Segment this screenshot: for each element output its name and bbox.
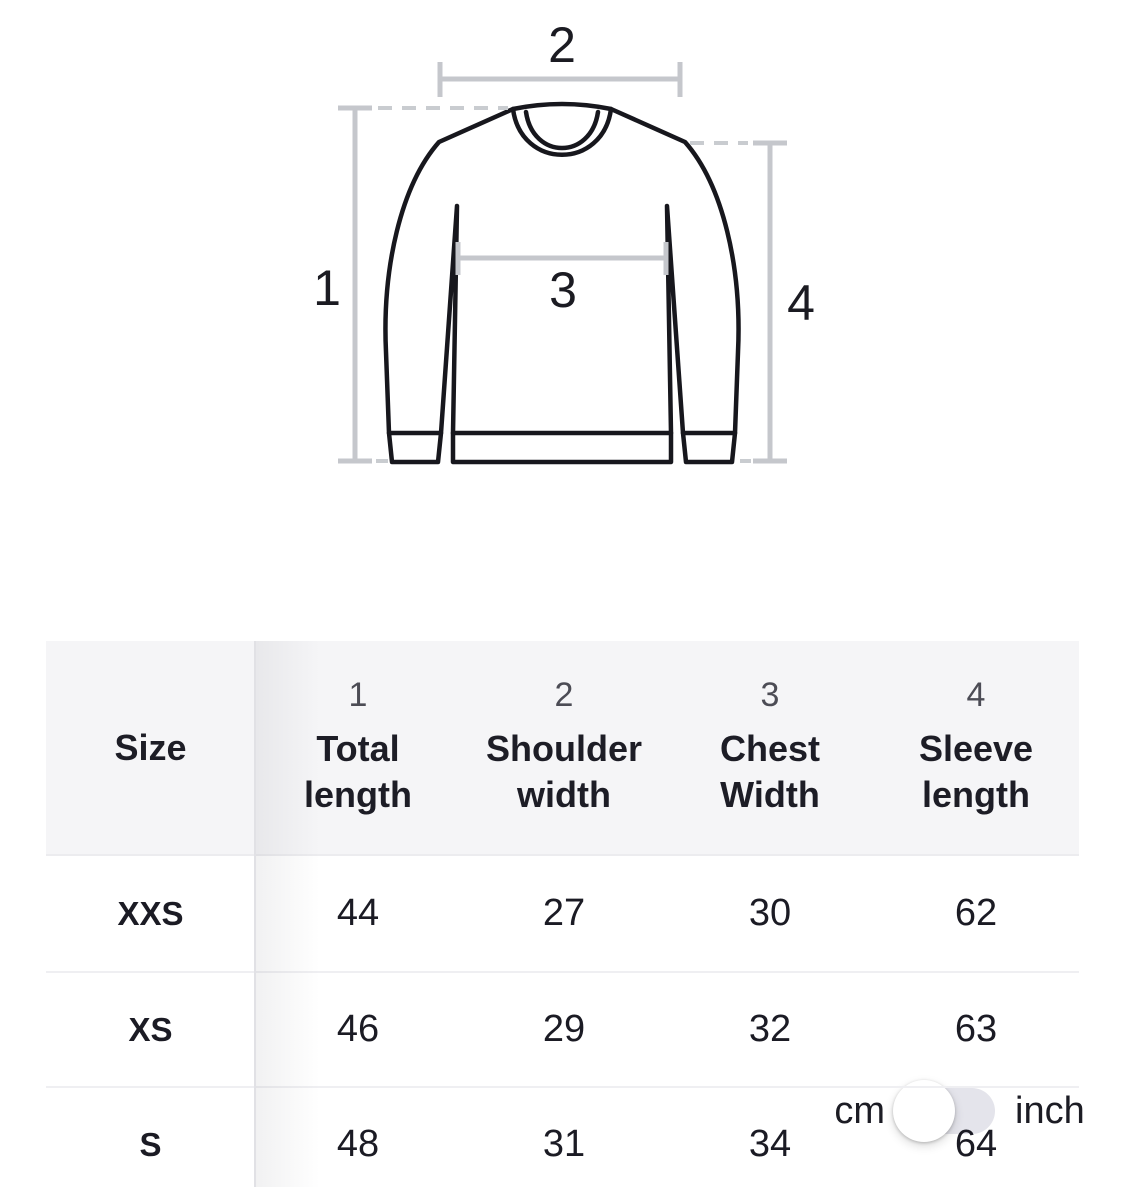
garment-measurement-diagram: 2 1 3 4 <box>0 0 1125 520</box>
size-cell: XXS <box>117 894 184 932</box>
column-label: Chest Width <box>719 727 821 815</box>
value-cell: 27 <box>542 892 586 934</box>
value-cell: 46 <box>336 1008 380 1050</box>
value-cell: 32 <box>748 1008 792 1050</box>
column-header-chest-width: 3 Chest Width <box>667 678 873 818</box>
column-header-sleeve-length: 4 Sleeve length <box>873 678 1079 818</box>
value-cell: 29 <box>542 1008 586 1050</box>
inch-label: inch <box>1015 1090 1085 1132</box>
measurement-bars <box>338 62 787 464</box>
size-table-scroll-area[interactable]: Size 1 Total length 2 Shoulder width 3 C… <box>46 641 1079 1187</box>
toggle-knob[interactable] <box>893 1080 955 1142</box>
size-column-header: Size <box>114 726 187 768</box>
size-cell: S <box>139 1125 162 1163</box>
collar-inner-line <box>523 109 601 151</box>
sweater-outline <box>383 101 741 465</box>
size-cell: XS <box>128 1010 173 1048</box>
column-label: Shoulder width <box>485 727 642 815</box>
table-row-xxs: XXS 44 27 30 62 <box>46 856 1079 971</box>
column-header-total-length: 1 Total length <box>255 678 461 818</box>
dashed-guide-lines <box>376 106 751 463</box>
diagram-label-sleeve-length: 4 <box>787 275 815 331</box>
diagram-label-chest-width: 3 <box>549 262 577 318</box>
column-label: Total length <box>304 727 412 815</box>
fixed-column-divider <box>254 641 256 1187</box>
column-number: 2 <box>554 675 574 714</box>
value-cell: 64 <box>954 1123 998 1165</box>
value-cell: 31 <box>542 1123 586 1165</box>
column-number: 3 <box>760 675 780 714</box>
value-cell: 44 <box>336 892 380 934</box>
table-row-xs: XS 46 29 32 63 <box>46 971 1079 1086</box>
column-number: 1 <box>348 675 368 714</box>
value-cell: 48 <box>336 1123 380 1165</box>
cm-label: cm <box>834 1090 885 1132</box>
value-cell: 30 <box>748 892 792 934</box>
table-row-s: S 48 31 34 64 <box>46 1086 1079 1187</box>
column-number: 4 <box>966 675 986 714</box>
unit-toggle-switch[interactable] <box>893 1080 997 1142</box>
unit-toggle-row: cm inch <box>0 538 1125 1142</box>
collar-outer-line <box>510 106 614 157</box>
sweater-diagram-svg: 2 1 3 4 <box>313 17 815 465</box>
column-label: Sleeve length <box>918 727 1034 815</box>
column-header-shoulder-width: 2 Shoulder width <box>461 678 667 818</box>
value-cell: 34 <box>748 1123 792 1165</box>
diagram-label-shoulder-width: 2 <box>548 17 576 73</box>
value-cell: 62 <box>954 892 998 934</box>
size-table-header: Size 1 Total length 2 Shoulder width 3 C… <box>46 641 1079 856</box>
diagram-label-total-length: 1 <box>313 260 341 316</box>
value-cell: 63 <box>954 1008 998 1050</box>
